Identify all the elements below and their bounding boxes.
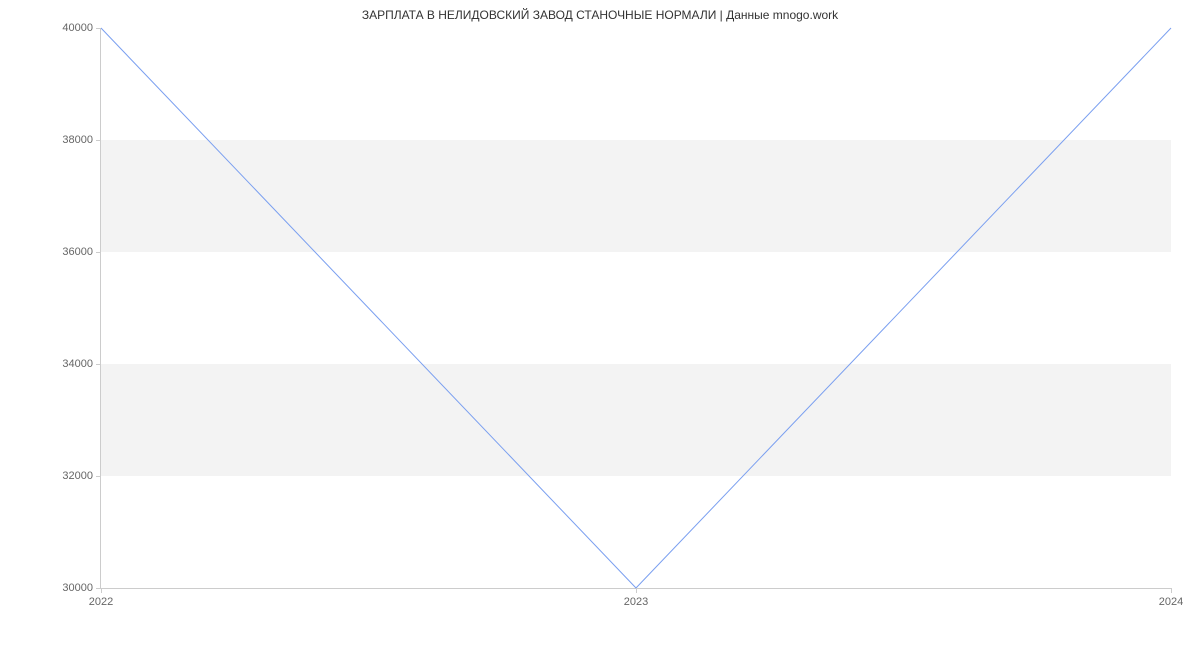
y-axis-tick xyxy=(96,252,101,253)
data-line xyxy=(101,28,1171,588)
x-axis-tick xyxy=(636,588,637,593)
chart-container: ЗАРПЛАТА В НЕЛИДОВСКИЙ ЗАВОД СТАНОЧНЫЕ Н… xyxy=(0,0,1200,650)
y-axis-tick xyxy=(96,364,101,365)
x-axis-tick xyxy=(101,588,102,593)
y-axis-tick xyxy=(96,28,101,29)
chart-title: ЗАРПЛАТА В НЕЛИДОВСКИЙ ЗАВОД СТАНОЧНЫЕ Н… xyxy=(0,8,1200,22)
y-axis-tick xyxy=(96,140,101,141)
plot-area: 3000032000340003600038000400002022202320… xyxy=(100,28,1171,589)
x-axis-tick xyxy=(1171,588,1172,593)
y-axis-tick xyxy=(96,476,101,477)
chart-line-svg xyxy=(101,28,1171,588)
